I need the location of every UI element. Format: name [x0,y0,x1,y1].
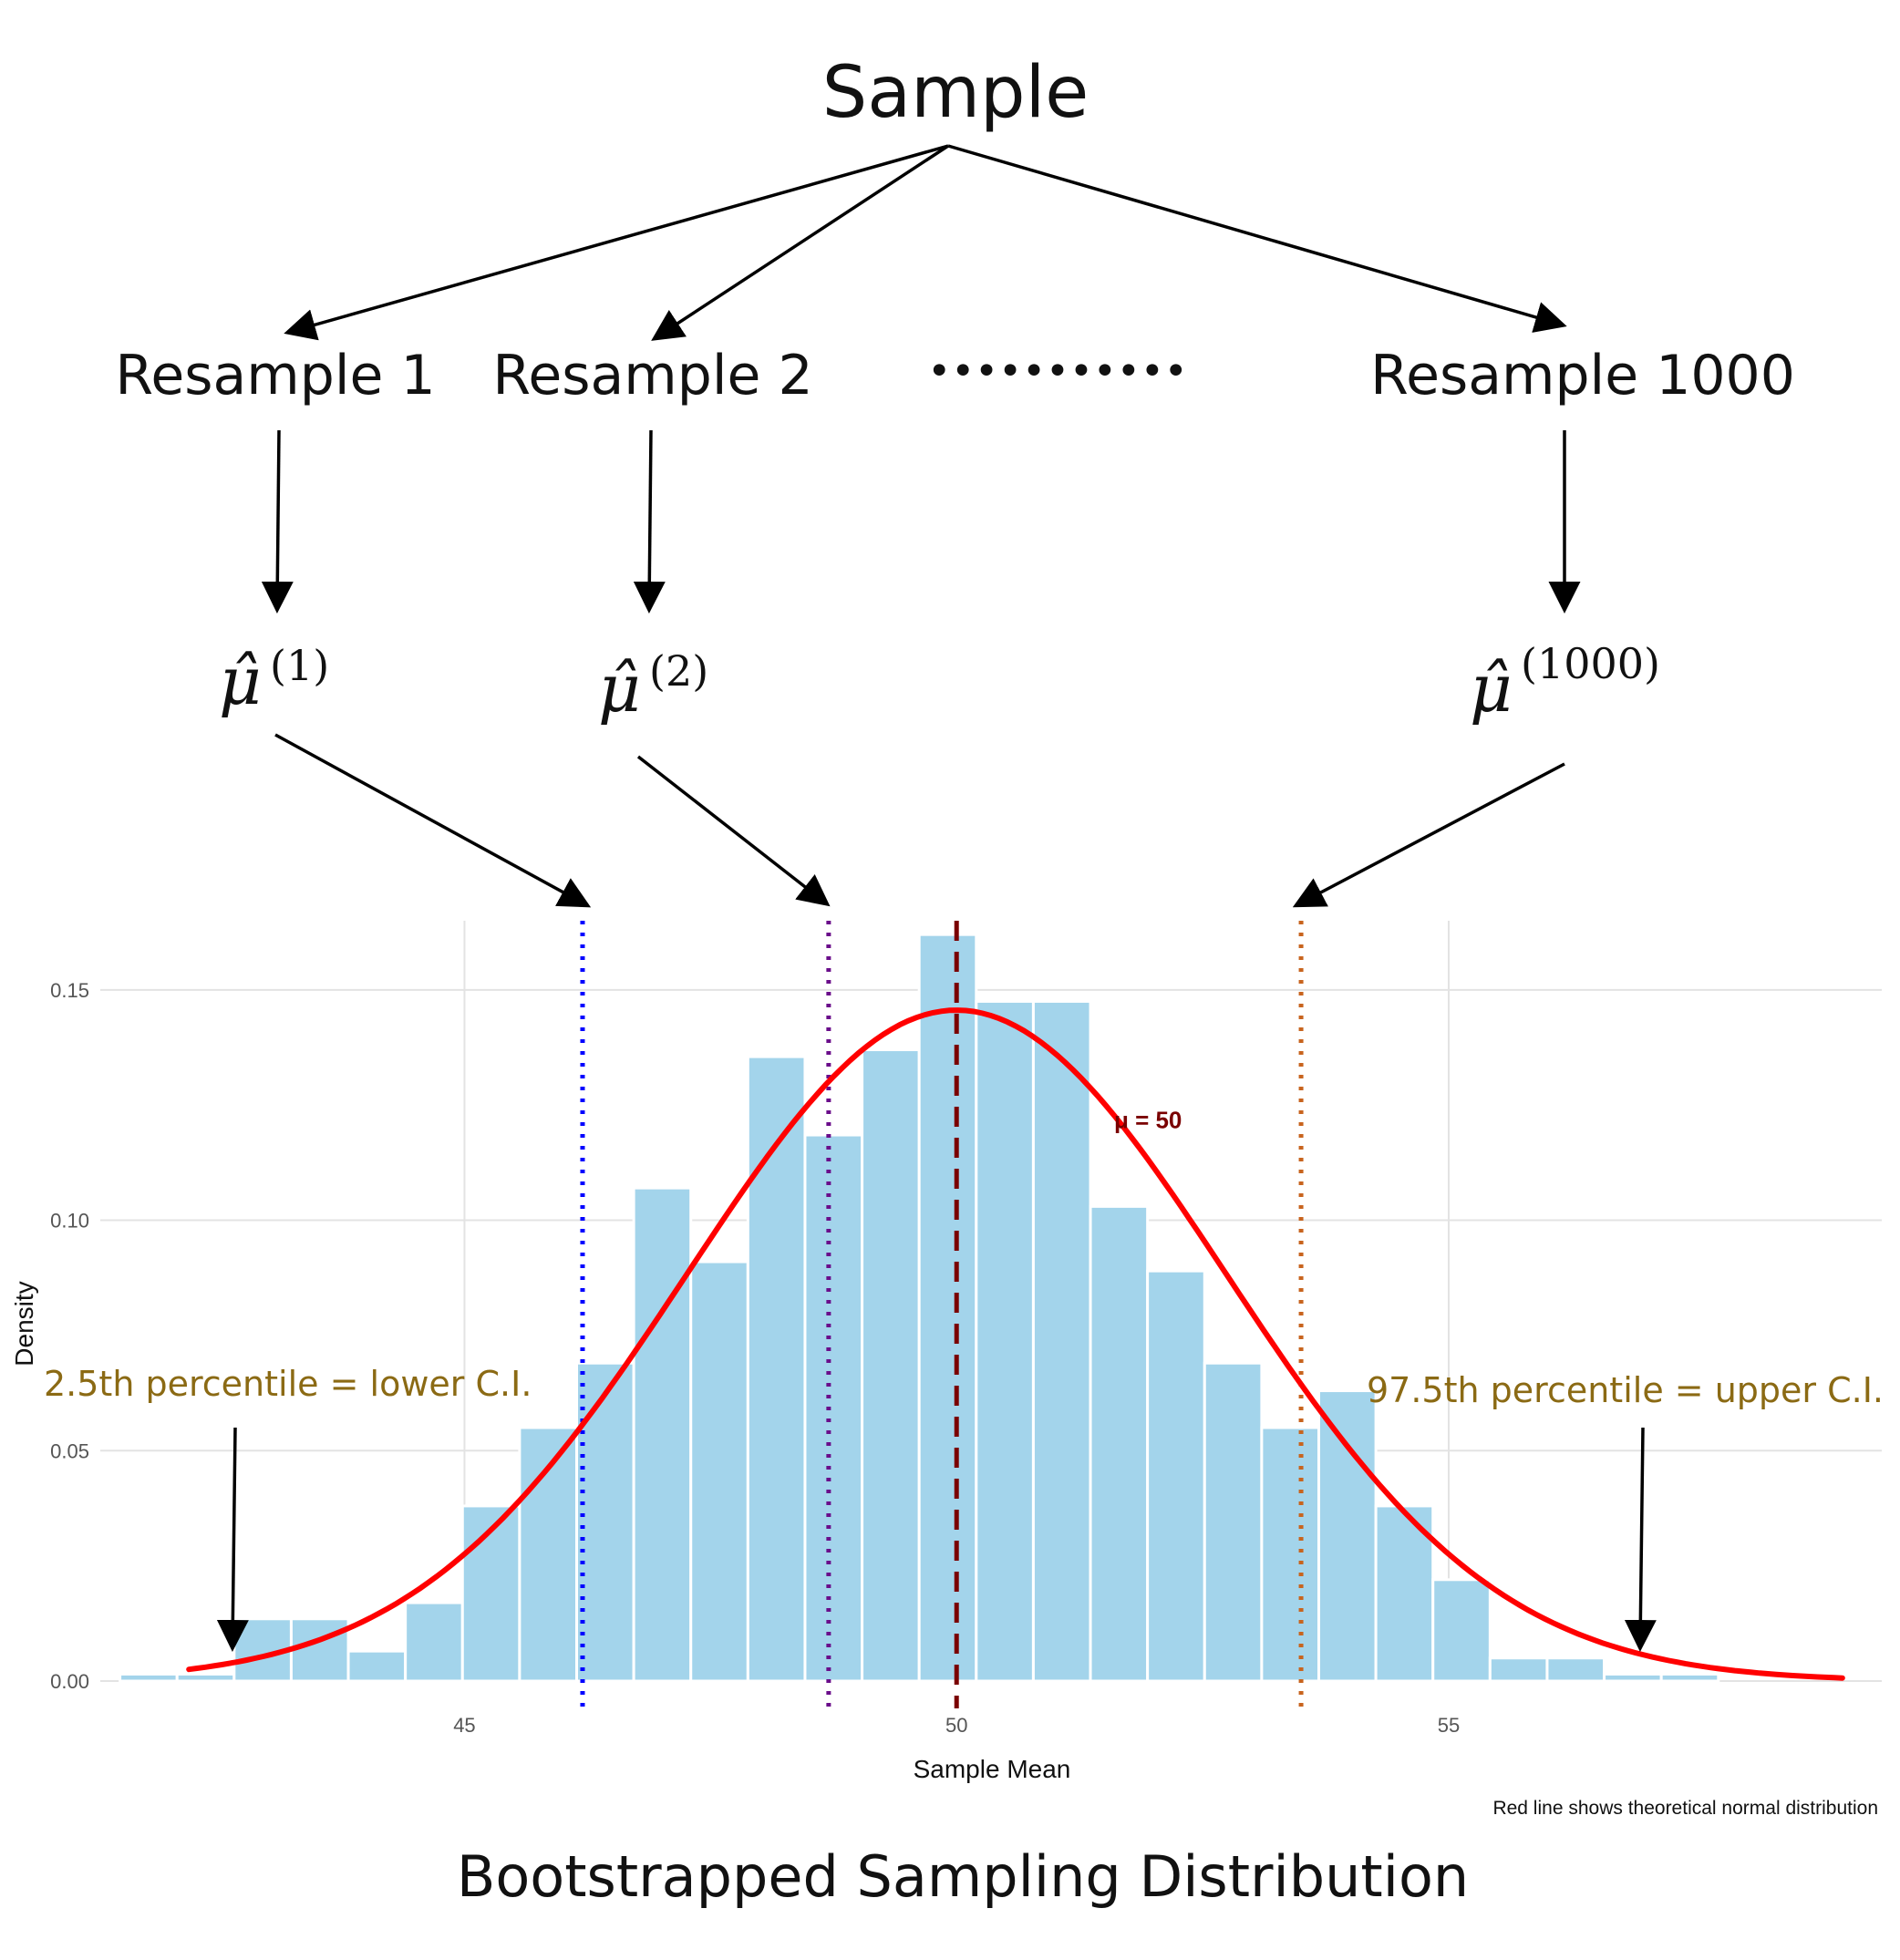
x-tick-label: 45 [453,1714,475,1737]
mu-hat-symbol: μ̂ [219,643,262,719]
histogram-bar [632,1186,693,1683]
arrow-resample-2-to-estimate [633,429,666,614]
sample-label: Sample [822,52,1089,134]
histogram-chart: 45 50 55 0.00 0.05 0.10 0.15 μ = 50 Sample Mea… [10,921,1882,1819]
mu-hat-superscript: (1000) [1521,639,1660,688]
reference-lines [580,921,1304,1708]
histogram-bar [746,1055,807,1683]
normal-curve-line [186,1007,1845,1681]
y-tick-label: 0.15 [50,979,89,1002]
estimate-mu-hat-2: μ̂ (2) [598,646,708,727]
histogram-bar [975,999,1035,1683]
mu-annotation: μ = 50 [1114,1106,1182,1133]
mu-hat-superscript: (1) [270,641,329,690]
histogram-bars [119,933,1720,1683]
x-tick-label: 50 [945,1714,967,1737]
mu-hat-superscript: (2) [649,646,708,696]
histogram-bar [1089,1204,1150,1683]
ellipsis-dots: ••••••••••• [927,348,1187,395]
axis-ticks: 45 50 55 0.00 0.05 0.10 0.15 [50,979,1460,1737]
histogram-bar [689,1260,749,1683]
histogram-bar [861,1048,921,1683]
bottom-title: Bootstrapped Sampling Distribution [457,1843,1469,1910]
estimate-mu-hat-1000: μ̂ (1000) [1470,639,1660,727]
histogram-bar [346,1649,408,1683]
chart-caption: Red line shows theoretical normal distri… [1492,1798,1878,1819]
resample-2-label: Resample 2 [492,344,812,407]
histogram-bar [175,1672,236,1683]
arrow-sample-to-resample-1000 [947,144,1567,333]
arrow-estimate-2-to-chart [636,755,831,907]
histogram-bar [1203,1361,1264,1683]
arrow-upper-ci [1624,1427,1657,1652]
mu-hat-symbol: μ̂ [598,650,641,727]
histogram-bar [1431,1578,1492,1683]
histogram-bar [1374,1504,1435,1683]
arrow-estimate-1000-to-chart [1292,762,1565,908]
mu-hat-symbol: μ̂ [1470,650,1513,727]
histogram-bar [575,1361,635,1683]
y-axis-title: Density [10,1281,38,1366]
upper-ci-label: 97.5th percentile = upper C.I. [1367,1370,1884,1410]
arrow-lower-ci [216,1427,249,1652]
resample-1-label: Resample 1 [115,344,435,407]
x-tick-label: 55 [1438,1714,1460,1737]
histogram-bar [119,1672,179,1683]
y-tick-label: 0.00 [50,1670,89,1693]
histogram-bar [404,1601,464,1683]
x-axis-title: Sample Mean [914,1755,1071,1783]
resample-1000-label: Resample 1000 [1370,344,1795,407]
histogram-bar [917,933,978,1683]
histogram-bar [1260,1426,1320,1683]
resample-arrows [261,429,1581,614]
y-tick-label: 0.10 [50,1210,89,1233]
histogram-bar [803,1133,864,1683]
lower-ci-label: 2.5th percentile = lower C.I. [44,1364,532,1404]
arrow-resample-1-to-estimate [261,429,294,614]
arrow-estimate-1-to-chart [274,733,592,908]
arrow-sample-to-resample-2 [651,144,949,341]
arrow-sample-to-resample-1 [284,144,949,341]
histogram-bar [1146,1269,1206,1683]
sample-arrows [284,144,1567,341]
histogram-bar [1659,1672,1720,1683]
estimate-arrows [274,733,1565,908]
estimate-mu-hat-1: μ̂ (1) [219,641,329,719]
histogram-bar [1488,1656,1549,1683]
histogram-bar [1545,1656,1606,1683]
histogram-bar [289,1617,350,1683]
y-tick-label: 0.05 [50,1439,89,1462]
histogram-bar [1317,1389,1378,1683]
histogram-bar [460,1504,521,1683]
histogram-bar [1603,1672,1663,1683]
histogram-bar [1031,999,1092,1683]
